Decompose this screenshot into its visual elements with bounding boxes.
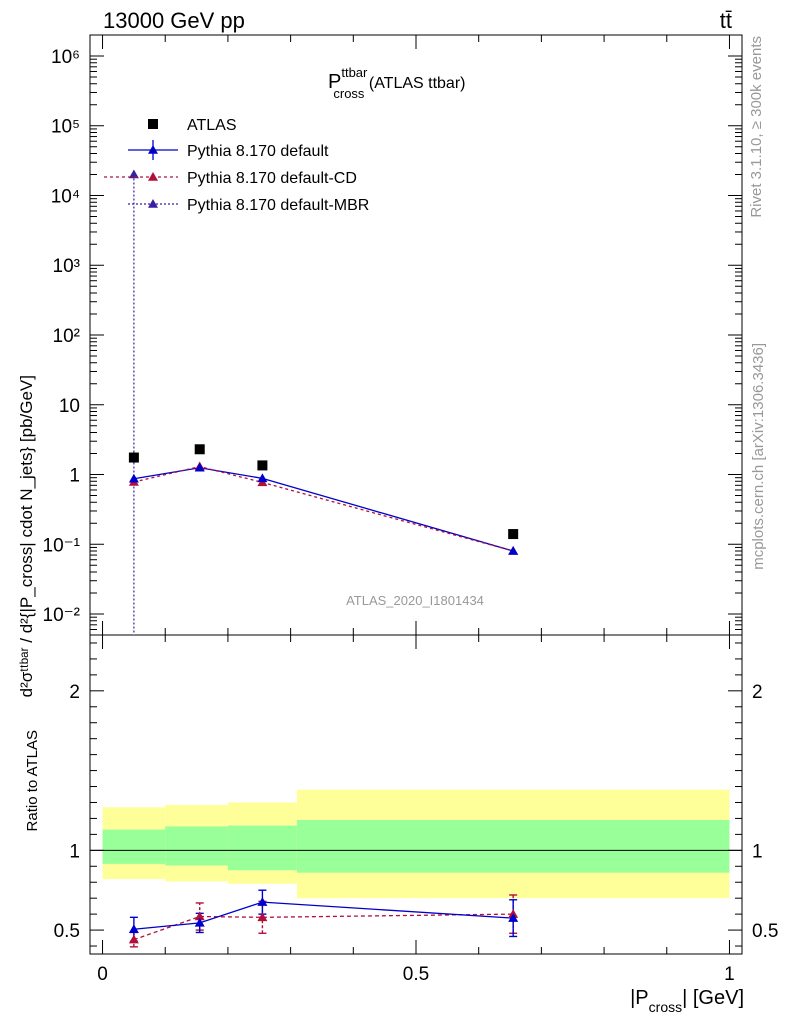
legend-mbr-marker: [148, 199, 158, 208]
y-axis-label-main: d²σᵗᵗᵇᵃʳ / d²{|P_cross| cdot N_jets} [pb…: [17, 375, 36, 697]
legend-cd-marker: [148, 172, 158, 181]
default-line: [133, 467, 514, 552]
atlas-marker: [194, 444, 205, 455]
y-tick-label: 10³: [53, 256, 80, 277]
x-label-main: |P: [630, 987, 649, 1009]
ratio-y-tick-label: 1: [69, 841, 80, 862]
x-tick-label: 0: [97, 964, 108, 985]
cd-ratio-line: [133, 913, 514, 941]
ratio-y-tick-label: 2: [69, 682, 80, 703]
default-ratio-marker: [128, 924, 139, 934]
header-right: tt̄: [720, 8, 732, 33]
x-axis-label: |Pcross| [GeV]: [630, 987, 744, 1015]
legend-label: ATLAS: [187, 117, 237, 134]
plot-title: Pttbar cross (ATLAS ttbar): [328, 65, 465, 101]
default-ratio-line: [133, 901, 514, 930]
y-tick-label: 10⁻²: [43, 605, 81, 626]
title-sup: ttbar: [341, 65, 368, 80]
legend-label: Pythia 8.170 default-CD: [187, 170, 357, 187]
y-tick-label: 10⁴: [51, 186, 80, 207]
band-inner-2: [227, 825, 297, 871]
ratio-y-tick-label-right: 0.5: [752, 921, 778, 942]
default-marker: [508, 546, 519, 555]
x-label-sub: cross: [649, 999, 682, 1015]
title-sub: cross: [333, 86, 365, 101]
x-label-rest: | [GeV]: [682, 987, 744, 1009]
legend-default-marker: [148, 145, 158, 154]
axis-ticks: [90, 34, 742, 954]
main-panel-series: [128, 169, 519, 635]
band-inner-0: [102, 829, 166, 864]
header-left: 13000 GeV pp: [103, 8, 245, 33]
band-inner-3: [296, 820, 730, 873]
ratio-y-tick-label: 0.5: [54, 921, 80, 942]
x-tick-label: 0.5: [403, 964, 429, 985]
x-tick-label: 1: [724, 964, 735, 985]
band-inner-1: [165, 826, 228, 866]
atlas-marker: [508, 529, 519, 540]
y-tick-label: 10⁻¹: [43, 535, 81, 556]
y-tick-label: 1: [69, 466, 80, 487]
title-main: P: [328, 71, 341, 93]
ratio-panel-series: [128, 889, 519, 948]
default-ratio-marker: [194, 917, 205, 927]
title-rest: (ATLAS ttbar): [364, 75, 465, 92]
legend-atlas-marker: [148, 119, 158, 129]
ratio-y-tick-label-right: 1: [752, 841, 763, 862]
y-tick-label: 10²: [53, 326, 80, 347]
legend: ATLAS Pythia 8.170 default Pythia 8.170 de…: [104, 117, 369, 214]
legend-label: Pythia 8.170 default: [187, 143, 329, 160]
legend-label: Pythia 8.170 default-MBR: [187, 197, 369, 214]
axis-tick-labels: 0 0.5 1 10⁻² 10⁻¹ 1 10 10² 10³ 10⁴ 10⁵ 10⁶ 0.5 0.5 1 1 2…: [43, 47, 779, 985]
y-tick-label: 10⁶: [51, 47, 80, 68]
uncertainty-bands: [102, 789, 730, 899]
y-axis-label-ratio: Ratio to ATLAS: [24, 730, 41, 831]
default-ratio-marker: [257, 897, 268, 906]
default-marker: [128, 473, 139, 483]
y-tick-label: 10: [59, 396, 80, 417]
cd-ratio-marker: [257, 912, 268, 922]
y-tick-label: 10⁵: [51, 117, 80, 138]
atlas-marker: [128, 452, 139, 463]
default-ratio-marker: [508, 913, 519, 922]
default-marker: [257, 473, 268, 483]
mbr-marker: [128, 169, 139, 179]
rivet-label: Rivet 3.1.10, ≥ 300k events: [748, 36, 765, 218]
cd-ratio-marker: [194, 911, 205, 921]
analysis-watermark: ATLAS_2020_I1801434: [346, 593, 484, 608]
cd-line: [133, 465, 514, 552]
ratio-y-tick-label-right: 2: [752, 682, 763, 703]
default-marker: [194, 462, 205, 472]
mcplots-label: mcplots.cern.ch [arXiv:1306.3436]: [750, 343, 767, 570]
cd-ratio-marker: [128, 934, 139, 944]
atlas-marker: [257, 460, 268, 471]
